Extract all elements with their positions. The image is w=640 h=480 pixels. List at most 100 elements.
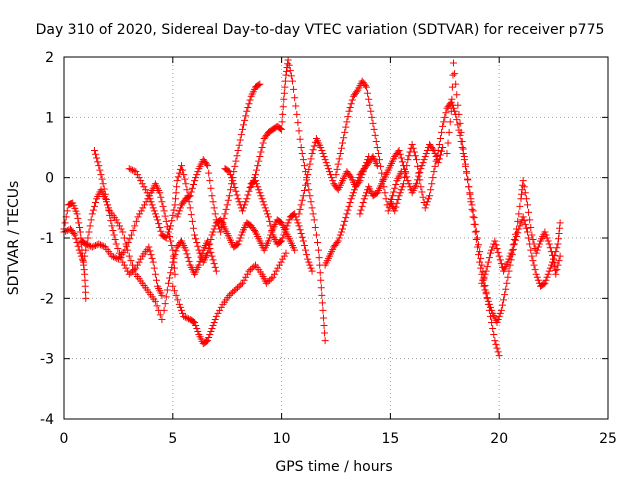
data-point bbox=[137, 207, 145, 215]
data-point bbox=[481, 270, 489, 278]
data-point bbox=[266, 276, 274, 284]
data-point bbox=[153, 302, 161, 310]
data-point bbox=[284, 56, 292, 64]
data-point bbox=[172, 291, 180, 299]
data-point bbox=[513, 225, 521, 233]
data-point bbox=[61, 219, 69, 227]
x-tick-label: 15 bbox=[381, 431, 399, 447]
data-point bbox=[210, 260, 218, 268]
data-point bbox=[267, 275, 275, 283]
data-point bbox=[493, 318, 501, 326]
data-point bbox=[233, 191, 241, 199]
data-point bbox=[81, 270, 89, 278]
data-point bbox=[485, 300, 493, 308]
data-point bbox=[401, 174, 409, 182]
data-point bbox=[166, 274, 174, 282]
data-point bbox=[117, 225, 125, 233]
data-point bbox=[298, 233, 306, 241]
data-point bbox=[181, 175, 189, 183]
data-point bbox=[74, 214, 82, 222]
data-point bbox=[394, 196, 402, 204]
data-point bbox=[151, 210, 159, 218]
data-point bbox=[238, 279, 246, 287]
data-point bbox=[194, 242, 202, 250]
data-point bbox=[174, 173, 182, 181]
data-point bbox=[324, 165, 332, 173]
data-point bbox=[497, 306, 505, 314]
data-point bbox=[277, 258, 285, 266]
data-point bbox=[140, 183, 148, 191]
data-point bbox=[129, 226, 137, 234]
x-tick-label: 5 bbox=[168, 431, 177, 447]
data-point bbox=[303, 176, 311, 184]
data-point bbox=[212, 216, 220, 224]
data-point bbox=[168, 242, 176, 250]
data-point bbox=[152, 276, 160, 284]
data-point bbox=[455, 110, 463, 118]
data-point bbox=[279, 103, 287, 111]
data-point bbox=[79, 257, 87, 265]
data-point bbox=[110, 231, 118, 239]
data-point bbox=[274, 264, 282, 272]
data-point bbox=[451, 70, 459, 78]
data-point bbox=[135, 174, 143, 182]
data-point bbox=[85, 228, 93, 236]
data-point bbox=[145, 192, 153, 200]
data-point bbox=[256, 153, 264, 161]
data-point bbox=[207, 236, 215, 244]
data-point bbox=[284, 60, 292, 68]
data-point bbox=[162, 234, 170, 242]
data-point bbox=[334, 237, 342, 245]
data-point bbox=[137, 255, 145, 263]
data-point bbox=[495, 312, 503, 320]
data-point bbox=[180, 312, 188, 320]
data-point bbox=[178, 306, 186, 314]
data-point bbox=[96, 166, 104, 174]
data-point bbox=[483, 294, 491, 302]
data-point bbox=[522, 195, 530, 203]
data-point bbox=[516, 222, 524, 230]
data-point bbox=[263, 210, 271, 218]
data-point bbox=[212, 312, 220, 320]
data-point bbox=[549, 251, 557, 259]
data-point bbox=[163, 286, 171, 294]
data-point bbox=[174, 210, 182, 218]
data-point bbox=[147, 198, 155, 206]
data-point bbox=[530, 261, 538, 269]
data-point bbox=[391, 184, 399, 192]
data-point bbox=[307, 264, 315, 272]
data-point bbox=[180, 171, 188, 179]
data-point bbox=[174, 296, 182, 304]
data-point bbox=[246, 96, 254, 104]
x-tick-label: 10 bbox=[273, 431, 291, 447]
data-point bbox=[207, 328, 215, 336]
data-point bbox=[192, 321, 200, 329]
data-point bbox=[193, 171, 201, 179]
data-point bbox=[543, 273, 551, 281]
data-point bbox=[187, 211, 195, 219]
data-point bbox=[105, 206, 113, 214]
data-point bbox=[396, 189, 404, 197]
data-point bbox=[459, 145, 467, 153]
data-point bbox=[261, 204, 269, 212]
data-point bbox=[370, 125, 378, 133]
data-point bbox=[126, 235, 134, 243]
data-point bbox=[99, 180, 107, 188]
data-point bbox=[343, 210, 351, 218]
data-point bbox=[175, 300, 183, 308]
data-point bbox=[526, 216, 534, 224]
data-point bbox=[421, 153, 429, 161]
data-point bbox=[507, 249, 515, 257]
data-point bbox=[197, 254, 205, 262]
data-point bbox=[556, 224, 564, 232]
data-point bbox=[300, 186, 308, 194]
data-point bbox=[230, 287, 238, 295]
data-point bbox=[376, 156, 384, 164]
data-point bbox=[354, 177, 362, 185]
data-point bbox=[146, 195, 154, 203]
data-point bbox=[490, 331, 498, 339]
data-point bbox=[367, 107, 375, 115]
series-track-12 bbox=[321, 153, 381, 269]
data-point bbox=[427, 186, 435, 194]
data-point bbox=[188, 184, 196, 192]
